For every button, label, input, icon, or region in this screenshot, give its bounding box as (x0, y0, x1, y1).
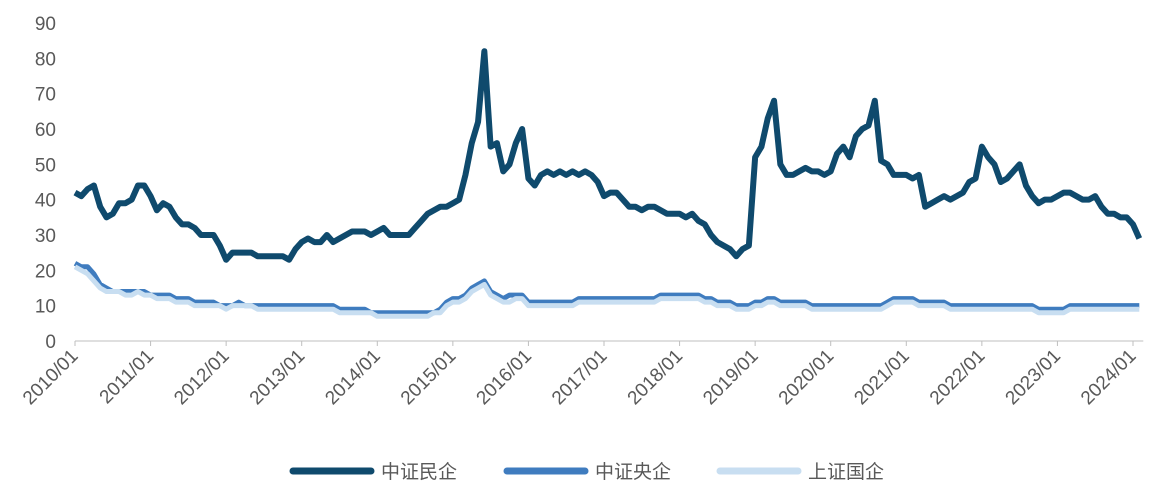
y-tick-label: 70 (35, 85, 56, 106)
x-tick-label: 2015/01 (397, 346, 460, 409)
x-tick-label: 2023/01 (1002, 346, 1065, 409)
y-tick-label: 80 (35, 49, 56, 70)
series-line (73, 264, 1140, 319)
y-tick-label: 50 (35, 155, 56, 176)
x-tick-label: 2024/01 (1077, 346, 1140, 409)
y-tick-label: 10 (35, 297, 56, 318)
y-tick-label: 30 (35, 226, 56, 247)
series-line (73, 48, 1143, 263)
y-tick-label: 40 (35, 191, 56, 212)
y-tick-label: 20 (35, 261, 56, 282)
x-tick-label: 2010/01 (19, 346, 82, 409)
y-tick-label: 90 (35, 14, 56, 35)
x-tick-label: 2014/01 (321, 346, 384, 409)
x-tick-label: 2013/01 (246, 346, 309, 409)
x-tick-label: 2012/01 (170, 346, 233, 409)
legend-label: 上证国企 (808, 461, 884, 483)
x-tick-label: 2017/01 (548, 346, 611, 409)
x-tick-label: 2022/01 (926, 346, 989, 409)
x-tick-label: 2011/01 (96, 346, 158, 408)
y-tick-label: 60 (35, 120, 56, 141)
x-tick-label: 2018/01 (624, 346, 687, 409)
x-tick-label: 2021/01 (850, 346, 913, 409)
x-tick-label: 2020/01 (775, 346, 838, 409)
legend-label: 中证央企 (595, 461, 671, 483)
legend-label: 中证民企 (381, 461, 457, 483)
y-tick-label: 0 (45, 332, 56, 353)
x-tick-label: 2019/01 (699, 346, 762, 409)
x-tick-label: 2016/01 (473, 346, 536, 409)
